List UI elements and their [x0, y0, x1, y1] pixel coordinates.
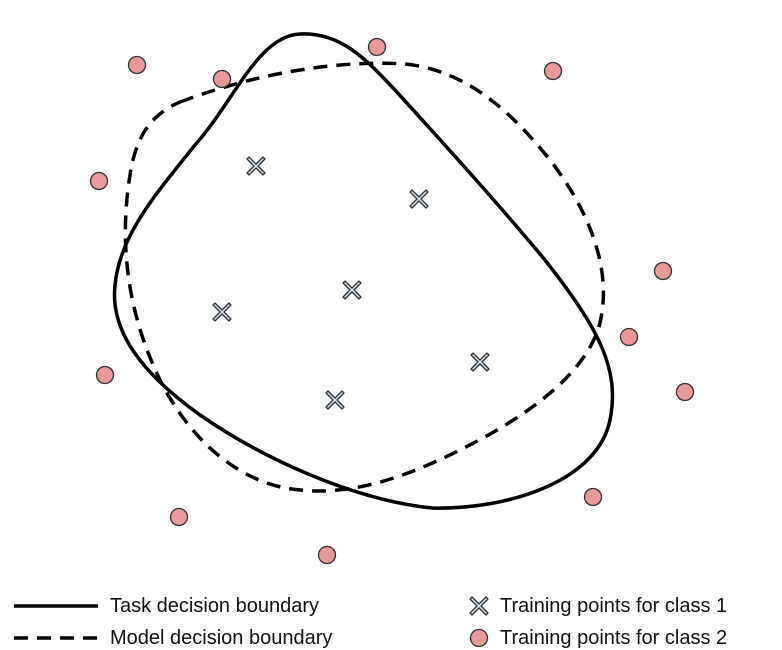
class-1-point-6 [325, 390, 345, 410]
task-decision-boundary [112, 32, 615, 510]
class-2-point-12 [317, 545, 337, 565]
legend-label-class-2: Training points for class 2 [500, 626, 728, 649]
class-1-point-2 [409, 189, 429, 209]
circle-icon [469, 628, 489, 648]
class-2-points [89, 37, 695, 565]
decision-boundary-diagram [89, 32, 695, 565]
class-2-point-10 [583, 487, 603, 507]
class-2-point-9 [95, 365, 115, 385]
x-cross-icon [469, 596, 489, 616]
dashed-line-icon [14, 636, 98, 640]
class-2-point-1 [127, 55, 147, 75]
class-2-point-11 [169, 507, 189, 527]
legend-item-class-2: Training points for class 2 [468, 626, 727, 650]
class-2-point-5 [89, 171, 109, 191]
legend-item-model-boundary: Model decision boundary [14, 626, 332, 650]
solid-line-icon [14, 604, 98, 608]
class-1-point-3 [342, 280, 362, 300]
legend-item-task-boundary: Task decision boundary [14, 594, 319, 618]
class-1-point-4 [212, 302, 232, 322]
class-2-point-4 [543, 61, 563, 81]
class-1-point-1 [246, 156, 266, 176]
class-2-point-2 [212, 69, 232, 89]
class-2-point-7 [619, 327, 639, 347]
class-1-points [212, 156, 490, 410]
legend-item-class-1: Training points for class 1 [468, 594, 727, 618]
class-2-point-8 [675, 382, 695, 402]
legend-label-model-boundary: Model decision boundary [110, 626, 333, 649]
class-2-point-3 [367, 37, 387, 57]
legend-label-task-boundary: Task decision boundary [110, 594, 320, 617]
legend-label-class-1: Training points for class 1 [500, 594, 728, 617]
model-decision-boundary [123, 61, 606, 493]
class-2-point-6 [653, 261, 673, 281]
class-1-point-5 [470, 352, 490, 372]
